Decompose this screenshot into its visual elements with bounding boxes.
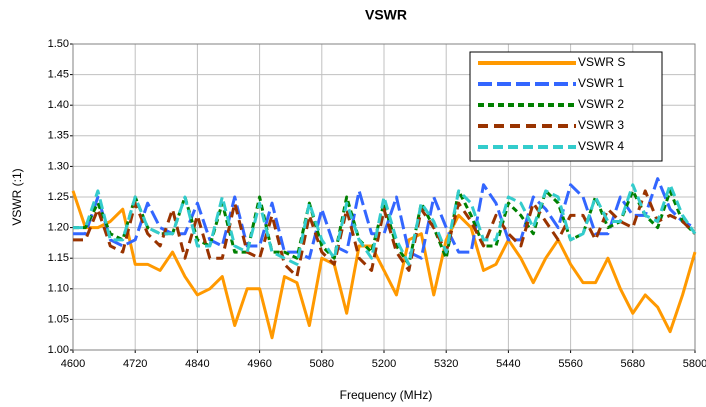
y-tick-label: 1.35 — [48, 130, 69, 142]
x-tick-label: 5200 — [372, 358, 396, 370]
legend-label: VSWR 2 — [578, 97, 624, 111]
legend-label: VSWR 4 — [578, 139, 624, 153]
legend-label: VSWR S — [578, 55, 625, 69]
series-line — [73, 177, 696, 260]
x-tick-label: 5560 — [558, 358, 582, 370]
y-tick-label: 1.45 — [48, 69, 69, 81]
y-tick-label: 1.25 — [48, 191, 69, 203]
x-axis-title: Frequency (MHz) — [340, 388, 433, 402]
y-tick-label: 1.15 — [48, 252, 69, 264]
x-tick-label: 5080 — [310, 358, 334, 370]
y-tick-label: 1.05 — [48, 313, 69, 325]
chart-title: VSWR — [365, 7, 407, 23]
x-tick-label: 5320 — [434, 358, 458, 370]
plot-frame — [72, 43, 696, 351]
x-tick-label: 5440 — [496, 358, 520, 370]
x-tick-label: 4720 — [123, 358, 147, 370]
x-tick-label: 4960 — [247, 358, 271, 370]
y-tick-label: 1.50 — [48, 38, 69, 50]
series-line — [71, 190, 697, 340]
series-line — [73, 183, 697, 266]
legend-label: VSWR 1 — [578, 76, 624, 90]
x-tick-label: 4840 — [185, 358, 209, 370]
y-tick-label: 1.30 — [48, 160, 69, 172]
x-tick-label: 5680 — [621, 358, 645, 370]
y-tick-label: 1.00 — [48, 344, 69, 356]
y-tick-label: 1.40 — [48, 99, 69, 111]
x-tick-label: 5800 — [683, 358, 706, 370]
x-tick-label: 4600 — [61, 358, 85, 370]
y-tick-label: 1.20 — [48, 222, 69, 234]
y-axis-title: VSWR (:1) — [10, 168, 24, 225]
series-line — [73, 189, 697, 279]
legend-label: VSWR 3 — [578, 118, 624, 132]
y-tick-label: 1.10 — [48, 283, 69, 295]
